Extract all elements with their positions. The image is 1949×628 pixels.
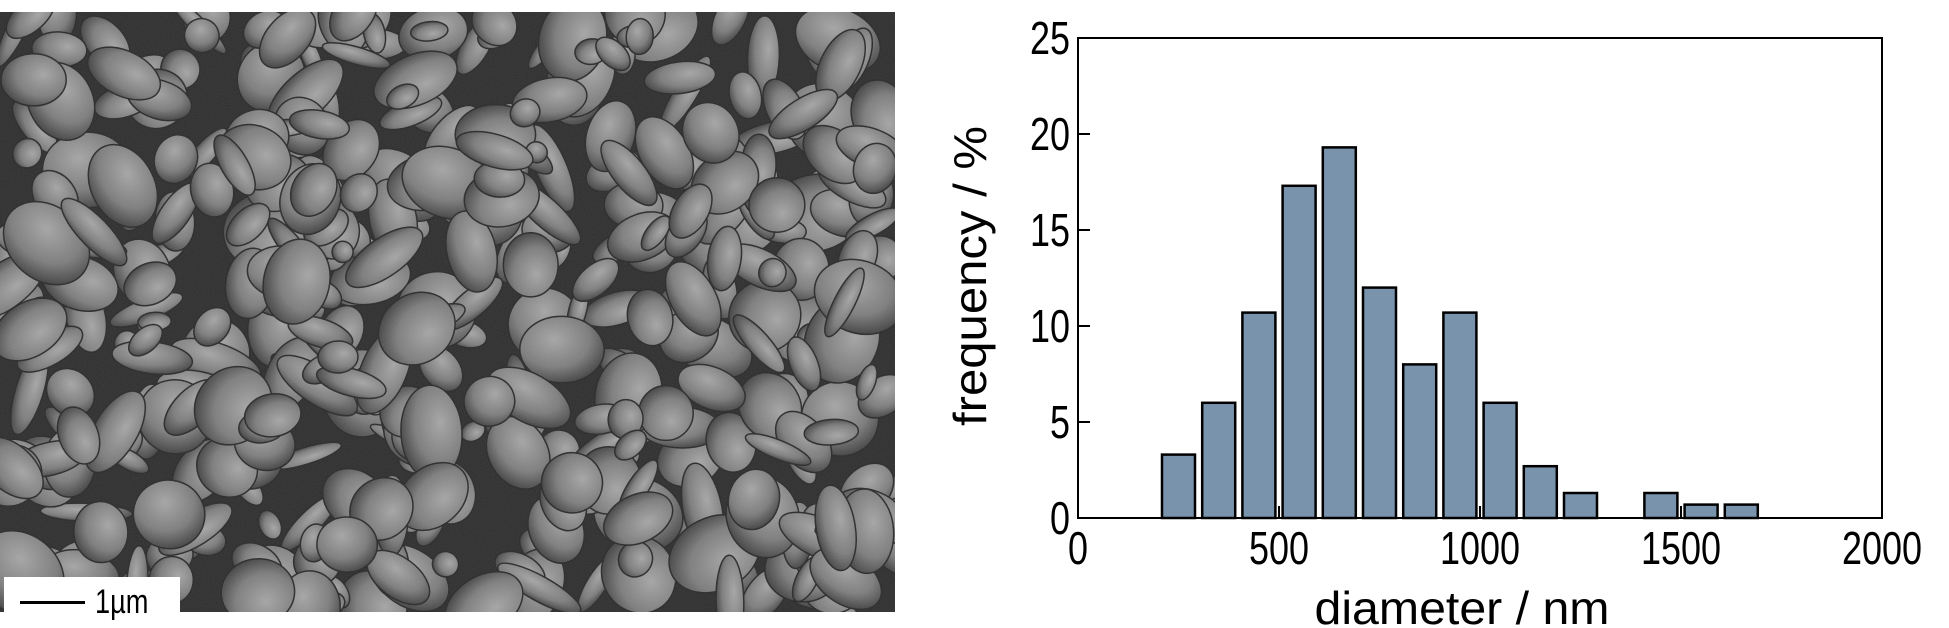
x-tick-label: 2000 (1842, 522, 1922, 574)
bar-850 (1401, 363, 1438, 520)
y-tick-label: 20 (1030, 108, 1070, 160)
ticks-group: 0 500 1000 1500 2000 0 5 10 15 20 25 (1030, 12, 1922, 574)
bar-1250 (1562, 491, 1599, 520)
x-tick-label: 500 (1249, 522, 1309, 574)
x-tick-label: 0 (1068, 522, 1088, 574)
bar-550 (1281, 184, 1317, 520)
x-tick-label: 1000 (1440, 522, 1520, 574)
y-tick-label: 5 (1050, 396, 1070, 448)
x-axis-label: diameter / nm (1315, 582, 1610, 628)
bar-1050 (1482, 401, 1518, 520)
plot-frame (1077, 37, 1883, 519)
bar-1650 (1723, 503, 1760, 520)
x-tick-label: 1500 (1641, 522, 1721, 574)
bar-750 (1361, 286, 1398, 520)
bar-450 (1241, 311, 1277, 520)
bar-650 (1321, 146, 1358, 520)
y-tick-label: 0 (1050, 492, 1070, 544)
bars-group (1160, 146, 1760, 520)
sem-micrograph: 1µm (0, 12, 895, 624)
bar-1550 (1683, 503, 1719, 520)
scale-bar: 1µm (4, 577, 180, 624)
sem-image (0, 12, 895, 612)
bar-350 (1200, 401, 1237, 520)
y-axis-label: frequency / % (944, 126, 996, 426)
y-tick-label: 15 (1030, 204, 1070, 256)
bar-1450 (1643, 491, 1679, 520)
y-tick-label: 10 (1030, 300, 1070, 352)
bar-250 (1160, 453, 1197, 520)
scale-bar-label: 1µm (95, 583, 149, 621)
bar-1150 (1522, 464, 1559, 520)
bar-950 (1442, 311, 1478, 520)
y-tick-label: 25 (1030, 12, 1070, 64)
scale-bar-line (20, 601, 85, 604)
